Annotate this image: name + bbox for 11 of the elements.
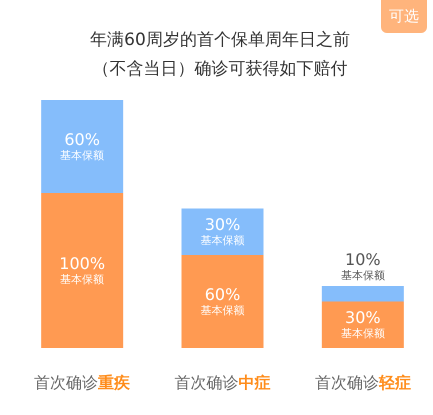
x-tick-label: 首次确诊轻症 (314, 373, 411, 392)
x-tick-label: 首次确诊中症 (174, 373, 270, 392)
data-label: 30% 基本保额 (340, 308, 386, 340)
data-label: 30% 基本保额 (200, 215, 246, 248)
data-label: 60% 基本保额 (59, 130, 106, 162)
text: 可选 (381, 0, 427, 33)
x-tick-label: 首次确诊重疾 (34, 373, 130, 392)
chart-title: 年满60周岁的首个保单周年日之前（不含当日）确诊可获得如下赔付 (89, 29, 351, 81)
data-label: 60% 基本保额 (200, 285, 246, 317)
data-label: 10% 基本保额 (340, 250, 386, 282)
data-label: 100% 基本保额 (58, 254, 106, 286)
